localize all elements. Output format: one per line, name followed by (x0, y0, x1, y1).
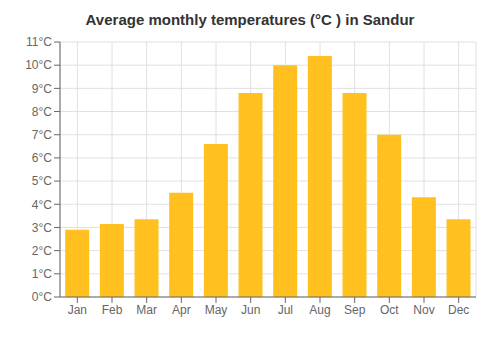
svg-text:11°C: 11°C (26, 35, 52, 49)
svg-text:Nov: Nov (413, 303, 434, 317)
svg-text:6°C: 6°C (32, 151, 52, 165)
svg-text:3°C: 3°C (32, 221, 52, 235)
svg-text:Dec: Dec (448, 303, 469, 317)
svg-text:9°C: 9°C (32, 82, 52, 96)
svg-text:2°C: 2°C (32, 244, 52, 258)
svg-text:0°C: 0°C (32, 290, 52, 304)
html-text:Average monthly temperatures (: Average monthly temperatures (°C ) in Sa… (85, 11, 415, 28)
svg-text:Sep: Sep (344, 303, 366, 317)
svg-text:Jun: Jun (241, 303, 260, 317)
svg-text:Mar: Mar (136, 303, 157, 317)
svg-text:8°C: 8°C (32, 105, 52, 119)
svg-text:Apr: Apr (172, 303, 191, 317)
svg-text:Aug: Aug (309, 303, 330, 317)
svg-text:10°C: 10°C (25, 58, 52, 72)
svg-text:Feb: Feb (102, 303, 123, 317)
svg-text:Jul: Jul (278, 303, 293, 317)
svg-text:1°C: 1°C (32, 267, 52, 281)
svg-text:4°C: 4°C (32, 198, 52, 212)
svg-text:7°C: 7°C (32, 128, 52, 142)
svg-text:5°C: 5°C (32, 174, 52, 188)
svg-text:Oct: Oct (380, 303, 399, 317)
svg-text:Jan: Jan (68, 303, 87, 317)
svg-text:May: May (205, 303, 228, 317)
